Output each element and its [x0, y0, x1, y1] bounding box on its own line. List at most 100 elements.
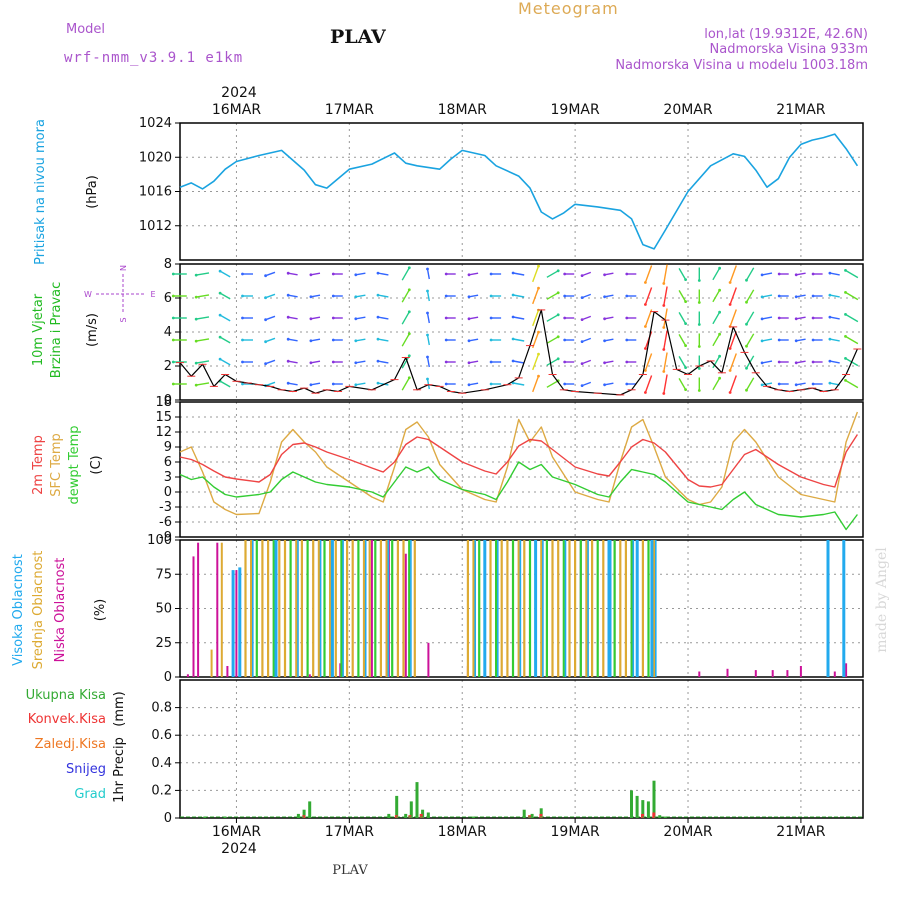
wind-arrow-head [489, 382, 493, 386]
top-date-19MAR: 19MAR [551, 102, 600, 118]
compass-east: E [150, 290, 155, 299]
precip-bar [530, 813, 534, 818]
high-cloud-title: Visoka Oblacnost [11, 554, 26, 666]
wind-arrow [196, 272, 210, 276]
wind-arrow-head [171, 338, 175, 342]
high-cloud-bar [609, 540, 612, 677]
low-cloud-bar [786, 670, 789, 677]
wind-arrow [581, 271, 592, 277]
wind-arrow [678, 356, 687, 368]
wind-arrow-head [556, 269, 560, 273]
mid-cloud-bar [278, 540, 281, 677]
wind-arrow-head [684, 388, 687, 391]
wind-arrow-head [603, 361, 606, 365]
wind-arrow-head [684, 322, 687, 325]
mid-cloud-bar [500, 540, 503, 677]
wind-arrow-head [407, 310, 411, 314]
wind-arrow-head [354, 361, 358, 365]
mid-cloud-bar [323, 540, 326, 677]
wind-arrow-head [580, 362, 584, 365]
wind-arrow [729, 375, 737, 393]
precip-frame [179, 679, 864, 819]
wind-arrow-head [264, 274, 267, 278]
wind-arrow [310, 272, 321, 276]
legend-hail: Grad [74, 787, 106, 802]
mid-cloud-bar [545, 540, 548, 677]
wind-arrow [604, 338, 614, 342]
station-title: PLAV [330, 26, 387, 48]
wind-arrow [219, 336, 231, 344]
wind-arrow [401, 289, 410, 303]
wind-arrow-head [218, 335, 222, 339]
low-cloud-bar [698, 671, 701, 677]
wind-arrow-head [354, 317, 358, 321]
wind-arrow [310, 382, 321, 386]
wind-arrow [729, 287, 737, 305]
precip-bar [471, 816, 475, 818]
dewpoint-line [179, 461, 858, 531]
wind-arrow [712, 311, 721, 325]
precip-unit: (mm) [112, 691, 127, 726]
wind-arrow-head [603, 295, 606, 299]
wind-arrow [845, 269, 859, 279]
y-tick-label: 3 [164, 470, 172, 485]
high-cloud-bar [564, 540, 567, 677]
low-cloud-bar [216, 542, 219, 677]
wind-arrow-head [777, 294, 781, 298]
high-cloud-bar [387, 540, 390, 677]
wind-arrow [829, 294, 840, 298]
wind-arrow [196, 382, 210, 386]
compass-west: W [84, 290, 92, 299]
wind-arrow-head [697, 389, 701, 392]
bottom-date-19MAR: 19MAR [551, 824, 600, 840]
compass-north: N [119, 265, 128, 271]
y-tick-label: 0.4 [151, 756, 172, 771]
pressure-title: Pritisak na nivou mora [33, 119, 48, 265]
high-cloud-bar [497, 540, 499, 677]
mid-cloud-bar [220, 542, 223, 677]
high-cloud-bar [297, 540, 299, 677]
wind-arrow [219, 270, 231, 278]
wind-arrow [355, 360, 366, 364]
mid-cloud-bar [408, 540, 411, 677]
wind-arrow-head [745, 388, 748, 392]
wind-arrow [219, 292, 231, 300]
wind-arrow-head [556, 291, 560, 295]
wind-arrow [663, 330, 668, 350]
watermark: made by Angel [874, 547, 890, 653]
wind-arrow [678, 378, 687, 390]
mid-cloud-bar [585, 540, 588, 677]
wind-arrow-head [264, 362, 267, 366]
wind-arrow [745, 333, 755, 347]
high-cloud-bar [342, 540, 344, 677]
high-cloud-bar [632, 540, 635, 677]
wind-arrow [532, 265, 540, 283]
wind-arrow-head [537, 330, 540, 334]
sfc-title: SFC Temp [49, 433, 64, 497]
wind-arrow-head [844, 379, 847, 382]
wind-arrow-head [718, 332, 721, 336]
wind-arrow [604, 360, 614, 364]
wind-arrow-head [194, 317, 198, 321]
wind-arrow-head [309, 361, 313, 365]
wind-arrow-head [426, 289, 429, 293]
high-cloud-bar [635, 540, 639, 677]
wind-arrow [377, 316, 389, 320]
wind-arrow [644, 375, 653, 393]
mid-cloud-bar [596, 540, 599, 677]
precip-bar [415, 782, 419, 818]
wind-arrow [796, 316, 806, 320]
mid-cloud-bar [357, 540, 360, 677]
mid-cloud-bar [613, 540, 616, 677]
high-cloud-bar [587, 540, 589, 677]
mid-cloud-bar [619, 540, 622, 677]
wind-arrow [761, 338, 773, 342]
wind-arrow-head [467, 273, 471, 277]
wind-arrow-head [718, 266, 721, 270]
wind-arrow-head [241, 382, 244, 386]
wind-arrow-head [376, 271, 380, 275]
mid-cloud-bar [391, 540, 394, 677]
temp-unit: (C) [89, 455, 104, 474]
wind-arrow [729, 331, 737, 349]
